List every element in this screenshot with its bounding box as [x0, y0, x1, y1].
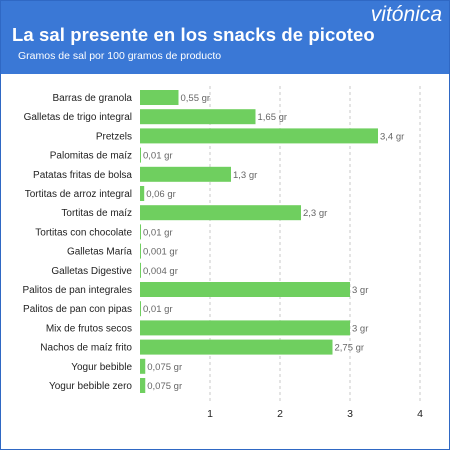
- category-label: Mix de frutos secos: [46, 323, 132, 334]
- brand-logo: vitónica: [370, 3, 442, 26]
- x-tick-label: 3: [347, 408, 353, 420]
- value-label: 1,3 gr: [233, 170, 257, 181]
- bar: [140, 358, 146, 374]
- value-label: 0,06 gr: [146, 189, 176, 200]
- category-label: Tortitas de arroz integral: [25, 189, 132, 200]
- category-label: Tortitas de maíz: [61, 208, 132, 219]
- bar: [140, 147, 141, 163]
- x-tick-label: 4: [417, 408, 423, 420]
- bar: [140, 282, 350, 297]
- category-label: Barras de granola: [53, 93, 133, 104]
- value-label: 0,075 gr: [147, 381, 182, 392]
- bar: [140, 128, 378, 144]
- bar-chart: 1 2 3 4 Barras de granola 0,55 gr Galletas de …: [22, 86, 423, 420]
- category-label: Galletas María: [67, 247, 132, 258]
- bar: [140, 224, 141, 240]
- value-label: 0,001 gr: [143, 247, 178, 258]
- value-label: 3 gr: [352, 285, 368, 296]
- category-label: Nachos de maíz frito: [40, 343, 132, 354]
- value-label: 1,65 gr: [258, 112, 288, 123]
- bar: [140, 339, 333, 355]
- value-label: 2,75 gr: [335, 343, 365, 354]
- bar: [140, 166, 231, 182]
- value-label: 0,01 gr: [143, 304, 173, 315]
- bar: [140, 378, 146, 393]
- category-label: Palitos de pan con pipas: [23, 304, 132, 315]
- chart-title: La sal presente en los snacks de picoteo: [12, 24, 375, 45]
- value-label: 2,3 gr: [303, 208, 327, 219]
- value-label: 0,004 gr: [143, 266, 178, 277]
- x-tick-label: 1: [207, 408, 213, 420]
- category-label: Tortitas con chocolate: [35, 227, 132, 238]
- category-label: Yogur bebible zero: [49, 381, 132, 392]
- category-label: Palomitas de maíz: [50, 151, 132, 162]
- bar: [140, 243, 141, 259]
- category-label: Galletas Digestive: [51, 266, 132, 277]
- bar: [140, 90, 179, 105]
- bar: [140, 109, 256, 125]
- category-label: Galletas de trigo integral: [24, 112, 132, 123]
- bar: [140, 262, 141, 278]
- category-label: Palitos de pan integrales: [22, 285, 132, 296]
- bar: [140, 320, 350, 336]
- x-tick-label: 2: [277, 408, 283, 420]
- bar: [140, 186, 145, 201]
- value-label: 0,55 gr: [181, 93, 211, 104]
- value-label: 3,4 gr: [380, 131, 404, 142]
- chart-header: La sal presente en los snacks de picoteo…: [1, 1, 449, 74]
- value-label: 0,01 gr: [143, 227, 173, 238]
- value-label: 0,075 gr: [147, 362, 182, 373]
- chart-subtitle: Gramos de sal por 100 gramos de producto: [18, 50, 222, 62]
- category-label: Pretzels: [96, 131, 132, 142]
- bar: [140, 301, 141, 317]
- category-label: Yogur bebible: [71, 362, 132, 373]
- value-label: 3 gr: [352, 323, 368, 334]
- category-label: Patatas fritas de bolsa: [33, 170, 132, 181]
- value-label: 0,01 gr: [143, 151, 173, 162]
- bar: [140, 205, 301, 221]
